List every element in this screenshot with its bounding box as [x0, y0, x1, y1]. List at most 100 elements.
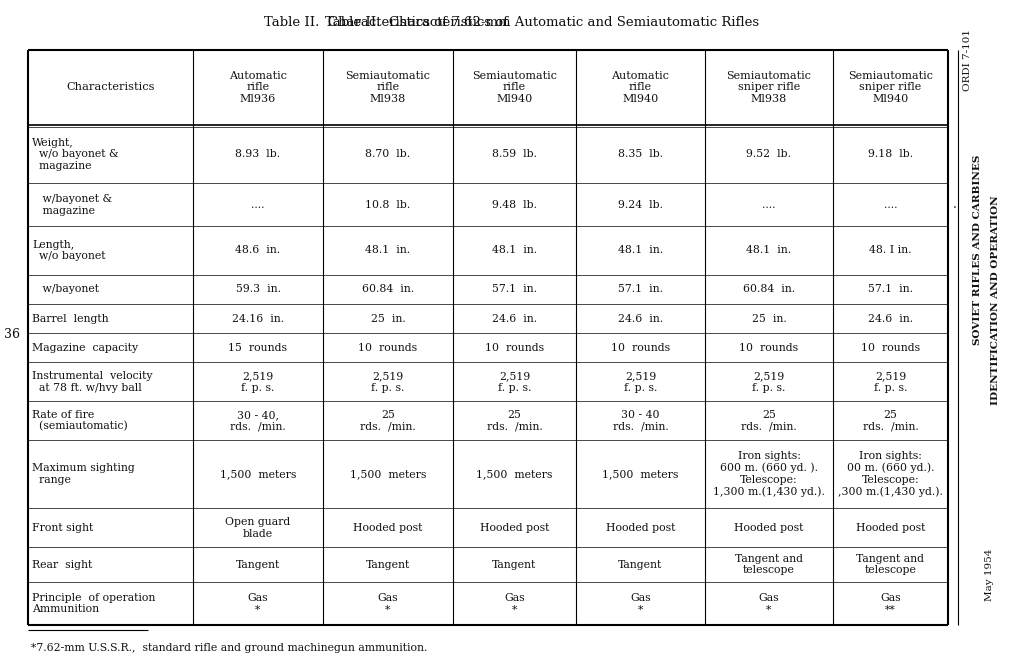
Text: 2,519
f. p. s.: 2,519 f. p. s. — [372, 371, 404, 393]
Text: Front sight: Front sight — [32, 523, 93, 533]
Text: ....: .... — [251, 200, 265, 210]
Text: 25  in.: 25 in. — [371, 314, 406, 324]
Text: 48.1  in.: 48.1 in. — [492, 245, 537, 255]
Text: Tangent and
telescope: Tangent and telescope — [856, 554, 925, 576]
Text: ORDI 7-101: ORDI 7-101 — [964, 29, 973, 91]
Text: 8.35  lb.: 8.35 lb. — [617, 149, 664, 159]
Text: 48.1  in.: 48.1 in. — [746, 245, 792, 255]
Text: IDENTIFICATION AND OPERATION: IDENTIFICATION AND OPERATION — [990, 195, 999, 405]
Text: 2,519
f. p. s.: 2,519 f. p. s. — [753, 371, 785, 393]
Text: 57.1  in.: 57.1 in. — [618, 284, 663, 294]
Text: Table II.  Characteristics of 7.62-mm Automatic and Semiautomatic Rifles: Table II. Characteristics of 7.62-mm Aut… — [264, 15, 760, 29]
Text: *7.62-mm U.S.S.R.,  standard rifle and ground machinegun ammunition.: *7.62-mm U.S.S.R., standard rifle and gr… — [31, 643, 427, 653]
Text: 48.1  in.: 48.1 in. — [366, 245, 411, 255]
Text: w/bayonet &
   magazine: w/bayonet & magazine — [32, 194, 112, 216]
Text: w/bayonet: w/bayonet — [32, 284, 99, 294]
Text: Barrel  length: Barrel length — [32, 314, 109, 324]
Text: 48.1  in.: 48.1 in. — [617, 245, 664, 255]
Text: Maximum sighting
  range: Maximum sighting range — [32, 464, 135, 485]
Text: .: . — [953, 198, 957, 211]
Text: Table II.  Characteristics of: Table II. Characteristics of — [325, 15, 512, 29]
Text: Instrumental  velocity
  at 78 ft. w/hvy ball: Instrumental velocity at 78 ft. w/hvy ba… — [32, 371, 153, 393]
Text: 48. I in.: 48. I in. — [869, 245, 911, 255]
Text: Gas
*: Gas * — [630, 593, 651, 614]
Text: Characteristics: Characteristics — [67, 82, 155, 92]
Text: 10  rounds: 10 rounds — [861, 343, 920, 353]
Text: 1,500  meters: 1,500 meters — [476, 469, 553, 479]
Text: 24.16  in.: 24.16 in. — [232, 314, 284, 324]
Text: Iron sights:
00 m. (660 yd.).
Telescope:
,300 m.(1,430 yd.).: Iron sights: 00 m. (660 yd.). Telescope:… — [838, 451, 943, 497]
Text: 10  rounds: 10 rounds — [485, 343, 544, 353]
Text: 30 - 40,
rds.  /min.: 30 - 40, rds. /min. — [230, 410, 286, 431]
Text: Tangent: Tangent — [236, 559, 281, 569]
Text: Gas
*: Gas * — [378, 593, 398, 614]
Text: 9.18  lb.: 9.18 lb. — [868, 149, 913, 159]
Text: Hooded post: Hooded post — [353, 523, 423, 533]
Text: Hooded post: Hooded post — [734, 523, 804, 533]
Text: Hooded post: Hooded post — [606, 523, 675, 533]
Text: Gas
*: Gas * — [504, 593, 525, 614]
Text: 36: 36 — [4, 328, 20, 342]
Text: Tangent: Tangent — [618, 559, 663, 569]
Text: Gas
*: Gas * — [248, 593, 268, 614]
Text: Open guard
blade: Open guard blade — [225, 517, 291, 539]
Text: 24.6  in.: 24.6 in. — [868, 314, 913, 324]
Text: 1,500  meters: 1,500 meters — [602, 469, 679, 479]
Text: Semiautomatic
sniper rifle
Ml940: Semiautomatic sniper rifle Ml940 — [848, 71, 933, 104]
Text: Length,
  w/o bayonet: Length, w/o bayonet — [32, 240, 105, 261]
Text: Magazine  capacity: Magazine capacity — [32, 343, 138, 353]
Text: 30 - 40
rds.  /min.: 30 - 40 rds. /min. — [612, 410, 669, 431]
Text: Tangent: Tangent — [493, 559, 537, 569]
Text: 2,519
f. p. s.: 2,519 f. p. s. — [873, 371, 907, 393]
Text: 10  rounds: 10 rounds — [739, 343, 799, 353]
Text: 1,500  meters: 1,500 meters — [220, 469, 296, 479]
Text: 60.84  in.: 60.84 in. — [361, 284, 414, 294]
Text: 57.1  in.: 57.1 in. — [492, 284, 537, 294]
Text: 8.59  lb.: 8.59 lb. — [492, 149, 537, 159]
Text: SOVIET RIFLES AND CARBINES: SOVIET RIFLES AND CARBINES — [974, 155, 982, 345]
Text: Rate of fire
  (semiautomatic): Rate of fire (semiautomatic) — [32, 410, 128, 431]
Text: 9.52  lb.: 9.52 lb. — [746, 149, 792, 159]
Text: 2,519
f. p. s.: 2,519 f. p. s. — [242, 371, 274, 393]
Text: Weight,
  w/o bayonet &
  magazine: Weight, w/o bayonet & magazine — [32, 137, 119, 171]
Text: Hooded post: Hooded post — [856, 523, 926, 533]
Text: 8.93  lb.: 8.93 lb. — [236, 149, 281, 159]
Text: 59.3  in.: 59.3 in. — [236, 284, 281, 294]
Text: Rear  sight: Rear sight — [32, 559, 92, 569]
Text: 25
rds.  /min.: 25 rds. /min. — [360, 410, 416, 431]
Text: 25  in.: 25 in. — [752, 314, 786, 324]
Text: Hooded post: Hooded post — [480, 523, 549, 533]
Text: 25
rds.  /min.: 25 rds. /min. — [486, 410, 543, 431]
Text: 10  rounds: 10 rounds — [611, 343, 670, 353]
Text: May 1954: May 1954 — [985, 549, 994, 601]
Text: 1,500  meters: 1,500 meters — [350, 469, 426, 479]
Text: 25
rds.  /min.: 25 rds. /min. — [741, 410, 797, 431]
Text: Iron sights:
600 m. (660 yd. ).
Telescope:
1,300 m.(1,430 yd.).: Iron sights: 600 m. (660 yd. ). Telescop… — [713, 451, 825, 497]
Text: 60.84  in.: 60.84 in. — [743, 284, 795, 294]
Text: 24.6  in.: 24.6 in. — [617, 314, 664, 324]
Text: Tangent: Tangent — [366, 559, 411, 569]
Text: 2,519
f. p. s.: 2,519 f. p. s. — [498, 371, 531, 393]
Text: 25
rds.  /min.: 25 rds. /min. — [862, 410, 919, 431]
Text: Semiautomatic
rifle
Ml940: Semiautomatic rifle Ml940 — [472, 71, 557, 104]
Text: Automatic
rifle
Ml936: Automatic rifle Ml936 — [229, 71, 287, 104]
Text: 9.48  lb.: 9.48 lb. — [492, 200, 537, 210]
Text: Semiautomatic
rifle
Ml938: Semiautomatic rifle Ml938 — [345, 71, 430, 104]
Text: ....: .... — [762, 200, 776, 210]
Text: 9.24  lb.: 9.24 lb. — [618, 200, 663, 210]
Text: Tangent and
telescope: Tangent and telescope — [735, 554, 803, 576]
Text: Principle  of operation
Ammunition: Principle of operation Ammunition — [32, 593, 156, 614]
Text: 15  rounds: 15 rounds — [228, 343, 288, 353]
Text: 48.6  in.: 48.6 in. — [236, 245, 281, 255]
Text: 10.8  lb.: 10.8 lb. — [366, 200, 411, 210]
Text: 24.6  in.: 24.6 in. — [492, 314, 537, 324]
Text: ....: .... — [884, 200, 897, 210]
Text: Gas
**: Gas ** — [881, 593, 901, 614]
Text: 2,519
f. p. s.: 2,519 f. p. s. — [624, 371, 657, 393]
Text: 57.1  in.: 57.1 in. — [868, 284, 913, 294]
Text: 10  rounds: 10 rounds — [358, 343, 418, 353]
Text: Automatic
rifle
Ml940: Automatic rifle Ml940 — [611, 71, 670, 104]
Text: Gas
*: Gas * — [759, 593, 779, 614]
Text: Semiautomatic
sniper rifle
Ml938: Semiautomatic sniper rifle Ml938 — [726, 71, 811, 104]
Text: 8.70  lb.: 8.70 lb. — [366, 149, 411, 159]
